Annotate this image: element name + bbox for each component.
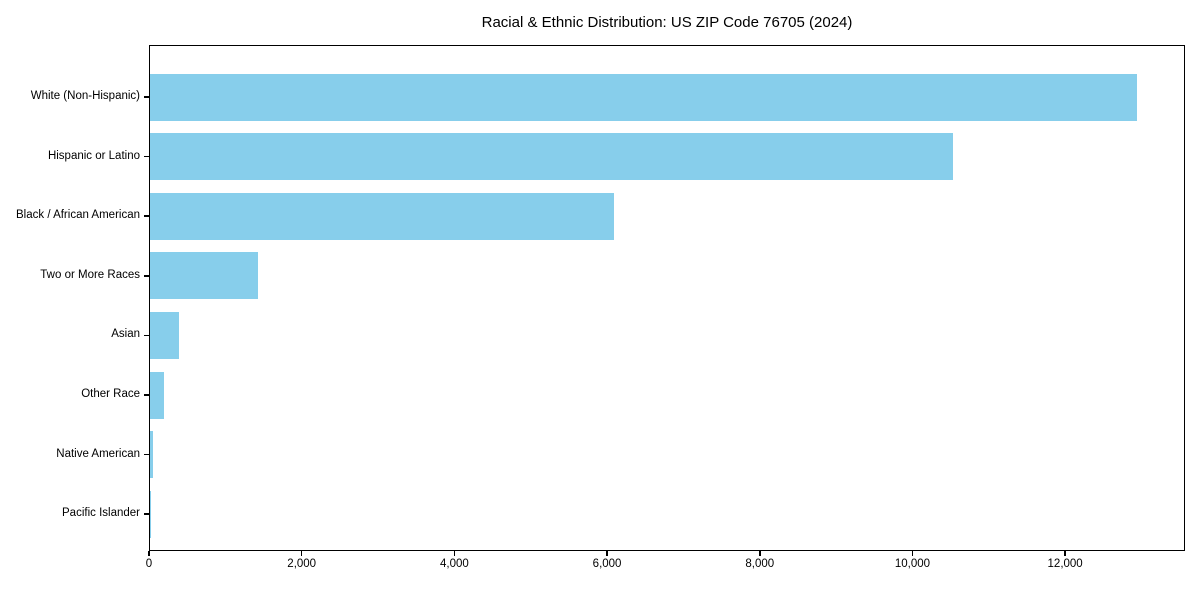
x-tick-mark — [1064, 551, 1066, 556]
x-tick-label: 4,000 — [439, 558, 469, 570]
y-tick-mark — [144, 334, 149, 337]
x-tick-mark — [300, 551, 303, 556]
x-tick-mark — [148, 551, 150, 556]
y-tick-mark — [144, 453, 149, 456]
x-tick-label: 8,000 — [745, 558, 775, 570]
y-tick-label: Native American — [56, 447, 140, 460]
x-tick-mark — [606, 551, 608, 556]
y-tick-mark — [144, 215, 149, 217]
x-tick-label: 10,000 — [894, 558, 931, 570]
y-tick-label: Two or More Races — [40, 268, 140, 281]
y-tick-label: Asian — [111, 328, 140, 341]
chart-title: Racial & Ethnic Distribution: US ZIP Cod… — [481, 14, 853, 31]
y-tick-label: Black / African American — [16, 209, 140, 222]
bar-white-non-hispanic — [150, 73, 1138, 121]
y-tick-label: Pacific Islander — [62, 507, 140, 520]
y-tick-mark — [144, 155, 149, 158]
x-tick-label: 6,000 — [592, 558, 622, 570]
bar-hispanic-or-latino — [150, 133, 954, 181]
y-tick-mark — [144, 96, 149, 98]
bar-asian — [150, 311, 179, 359]
x-tick-label: 12,000 — [1047, 558, 1083, 570]
y-tick-mark — [144, 513, 149, 515]
y-tick-label: Hispanic or Latino — [47, 149, 140, 162]
bar-two-or-more-races — [150, 252, 259, 300]
y-tick-label: White (Non-Hispanic) — [30, 90, 140, 102]
x-tick-mark — [453, 551, 456, 556]
plot-area — [149, 45, 1185, 551]
y-tick-mark — [144, 394, 149, 396]
bar-native-american — [150, 431, 153, 479]
y-tick-label: Other Race — [81, 388, 140, 400]
bar-other-race — [150, 371, 165, 419]
x-tick-mark — [911, 551, 914, 556]
x-tick-mark — [759, 551, 761, 556]
bar-black-african-american — [150, 192, 615, 240]
x-tick-label: 2,000 — [287, 558, 317, 570]
y-tick-mark — [144, 275, 149, 277]
x-tick-label: 0 — [145, 558, 153, 570]
bar-pacific-islander — [150, 490, 151, 538]
